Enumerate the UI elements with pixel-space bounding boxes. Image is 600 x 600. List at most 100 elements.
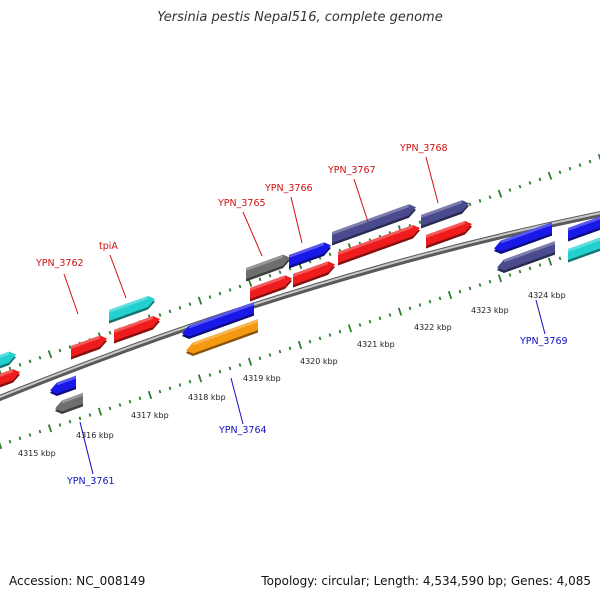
gene-feature-highlight: [504, 241, 555, 263]
inner-tick-mark: [508, 273, 512, 277]
genome-stats-text: Topology: circular; Length: 4,534,590 bp…: [261, 574, 591, 588]
outer-tick-mark: [188, 302, 192, 307]
scale-label-kbp: 4317 kbp: [131, 411, 169, 420]
outer-tick-mark: [158, 313, 162, 317]
outer-tick-mark: [518, 184, 522, 189]
outer-tick-mark: [47, 350, 53, 359]
inner-tick-mark: [497, 274, 503, 283]
inner-tick-mark: [158, 389, 162, 394]
gene-feature-highlight: [0, 351, 9, 358]
gene-label[interactable]: YPN_3768: [399, 143, 448, 154]
outer-tick-mark: [597, 153, 600, 161]
outer-tick-mark: [28, 359, 32, 364]
gene-feature-forward-blue[interactable]: [289, 242, 331, 269]
outer-tick-mark: [38, 355, 42, 360]
gene-feature-reverse-gray[interactable]: [55, 392, 83, 414]
gene-label[interactable]: YPN_3764: [218, 425, 267, 436]
gene-feature-body: [338, 225, 420, 263]
gene-label-leader-line: [353, 178, 369, 223]
gene-feature-highlight: [246, 254, 283, 271]
gene-feature-forward-red[interactable]: [338, 225, 420, 266]
outer-tick-mark: [547, 171, 553, 180]
gene-feature-forward-gray[interactable]: [246, 254, 290, 282]
accession-text: Accession: NC_008149: [9, 574, 146, 588]
gene-label[interactable]: tpiA: [99, 241, 118, 252]
inner-tick-mark: [118, 403, 122, 407]
gene-feature-body: [289, 242, 331, 266]
inner-tick-mark: [288, 346, 292, 351]
inner-tick-mark: [358, 323, 362, 327]
inner-tick-mark: [78, 416, 82, 421]
inner-tick-mark: [38, 429, 42, 434]
gene-feature-body: [114, 315, 160, 341]
gene-label-leader-line: [109, 254, 127, 299]
inner-tick-mark: [97, 407, 103, 416]
inner-tick-mark: [28, 433, 32, 437]
gene-feature-highlight: [338, 225, 413, 255]
inner-tick-mark: [278, 349, 282, 354]
outer-tick-mark: [468, 202, 472, 207]
gene-feature-forward-cyan[interactable]: [568, 237, 600, 263]
gene-feature-reverse-blue[interactable]: [494, 222, 552, 254]
inner-tick-mark: [468, 286, 472, 291]
inner-tick-mark: [528, 266, 532, 271]
inner-tick-mark: [238, 363, 242, 367]
gene-feature-reverse-navy[interactable]: [497, 241, 555, 273]
gene-label[interactable]: YPN_3761: [66, 476, 115, 487]
scale-label-kbp: 4315 kbp: [18, 449, 56, 458]
gene-label[interactable]: YPN_3762: [35, 258, 84, 269]
gene-feature-forward-navy[interactable]: [421, 200, 469, 229]
inner-tick-mark: [0, 442, 3, 450]
gene-feature-body: [293, 261, 335, 285]
outer-tick-mark: [168, 309, 172, 314]
gene-feature-highlight: [289, 242, 324, 258]
gene-feature-forward-cyan[interactable]: [109, 295, 155, 324]
outer-tick-mark: [58, 348, 62, 353]
gene-feature-forward-red[interactable]: [71, 335, 107, 360]
gene-label-leader-line: [230, 377, 244, 425]
inner-tick-mark: [88, 413, 92, 417]
gene-feature-forward-cyan[interactable]: [0, 351, 16, 371]
outer-tick-mark: [238, 284, 242, 289]
gene-label[interactable]: YPN_3767: [327, 165, 376, 176]
map-title: Yersinia pestis Nepal516, complete genom…: [157, 10, 443, 25]
inner-tick-mark: [218, 369, 222, 374]
inner-tick-mark: [188, 379, 192, 384]
gene-label-leader-line: [535, 299, 546, 335]
gene-feature-reverse-orange[interactable]: [186, 319, 258, 356]
gene-label[interactable]: YPN_3765: [217, 198, 266, 209]
gene-feature-forward-red[interactable]: [293, 261, 335, 288]
gene-feature-forward-red[interactable]: [426, 220, 472, 249]
gene-label[interactable]: YPN_3769: [519, 336, 568, 347]
gene-feature-body: [250, 275, 292, 299]
outer-tick-mark: [508, 188, 512, 192]
genome-backbone-highlight: [0, 212, 600, 399]
gene-feature-highlight: [71, 335, 100, 349]
outer-tick-mark: [528, 181, 532, 185]
inner-tick-mark: [388, 313, 392, 317]
inner-tick-mark: [558, 256, 562, 261]
gene-feature-reverse-blue[interactable]: [50, 375, 76, 396]
inner-tick-mark: [178, 383, 182, 387]
gene-feature-forward-navy[interactable]: [332, 204, 416, 246]
outer-tick-mark: [328, 252, 332, 257]
gene-feature-highlight: [114, 315, 153, 333]
gene-label-leader-line: [63, 273, 79, 315]
gene-feature-highlight: [426, 220, 465, 238]
gene-feature-forward-red[interactable]: [0, 369, 20, 389]
gene-label[interactable]: YPN_3766: [264, 183, 313, 194]
gene-feature-highlight: [193, 319, 258, 346]
outer-tick-mark: [218, 291, 222, 296]
outer-tick-mark: [197, 296, 203, 305]
gene-feature-forward-red[interactable]: [250, 275, 292, 302]
inner-tick-mark: [447, 290, 453, 300]
gene-feature-reverse-blue[interactable]: [182, 302, 254, 339]
gene-feature-highlight: [189, 302, 254, 329]
gene-feature-forward-blue[interactable]: [568, 216, 600, 242]
inner-tick-mark: [18, 436, 22, 441]
gene-feature-highlight: [0, 369, 13, 377]
inner-tick-mark: [478, 283, 482, 287]
gene-feature-forward-red[interactable]: [114, 315, 160, 344]
scale-label-kbp: 4322 kbp: [414, 323, 452, 332]
